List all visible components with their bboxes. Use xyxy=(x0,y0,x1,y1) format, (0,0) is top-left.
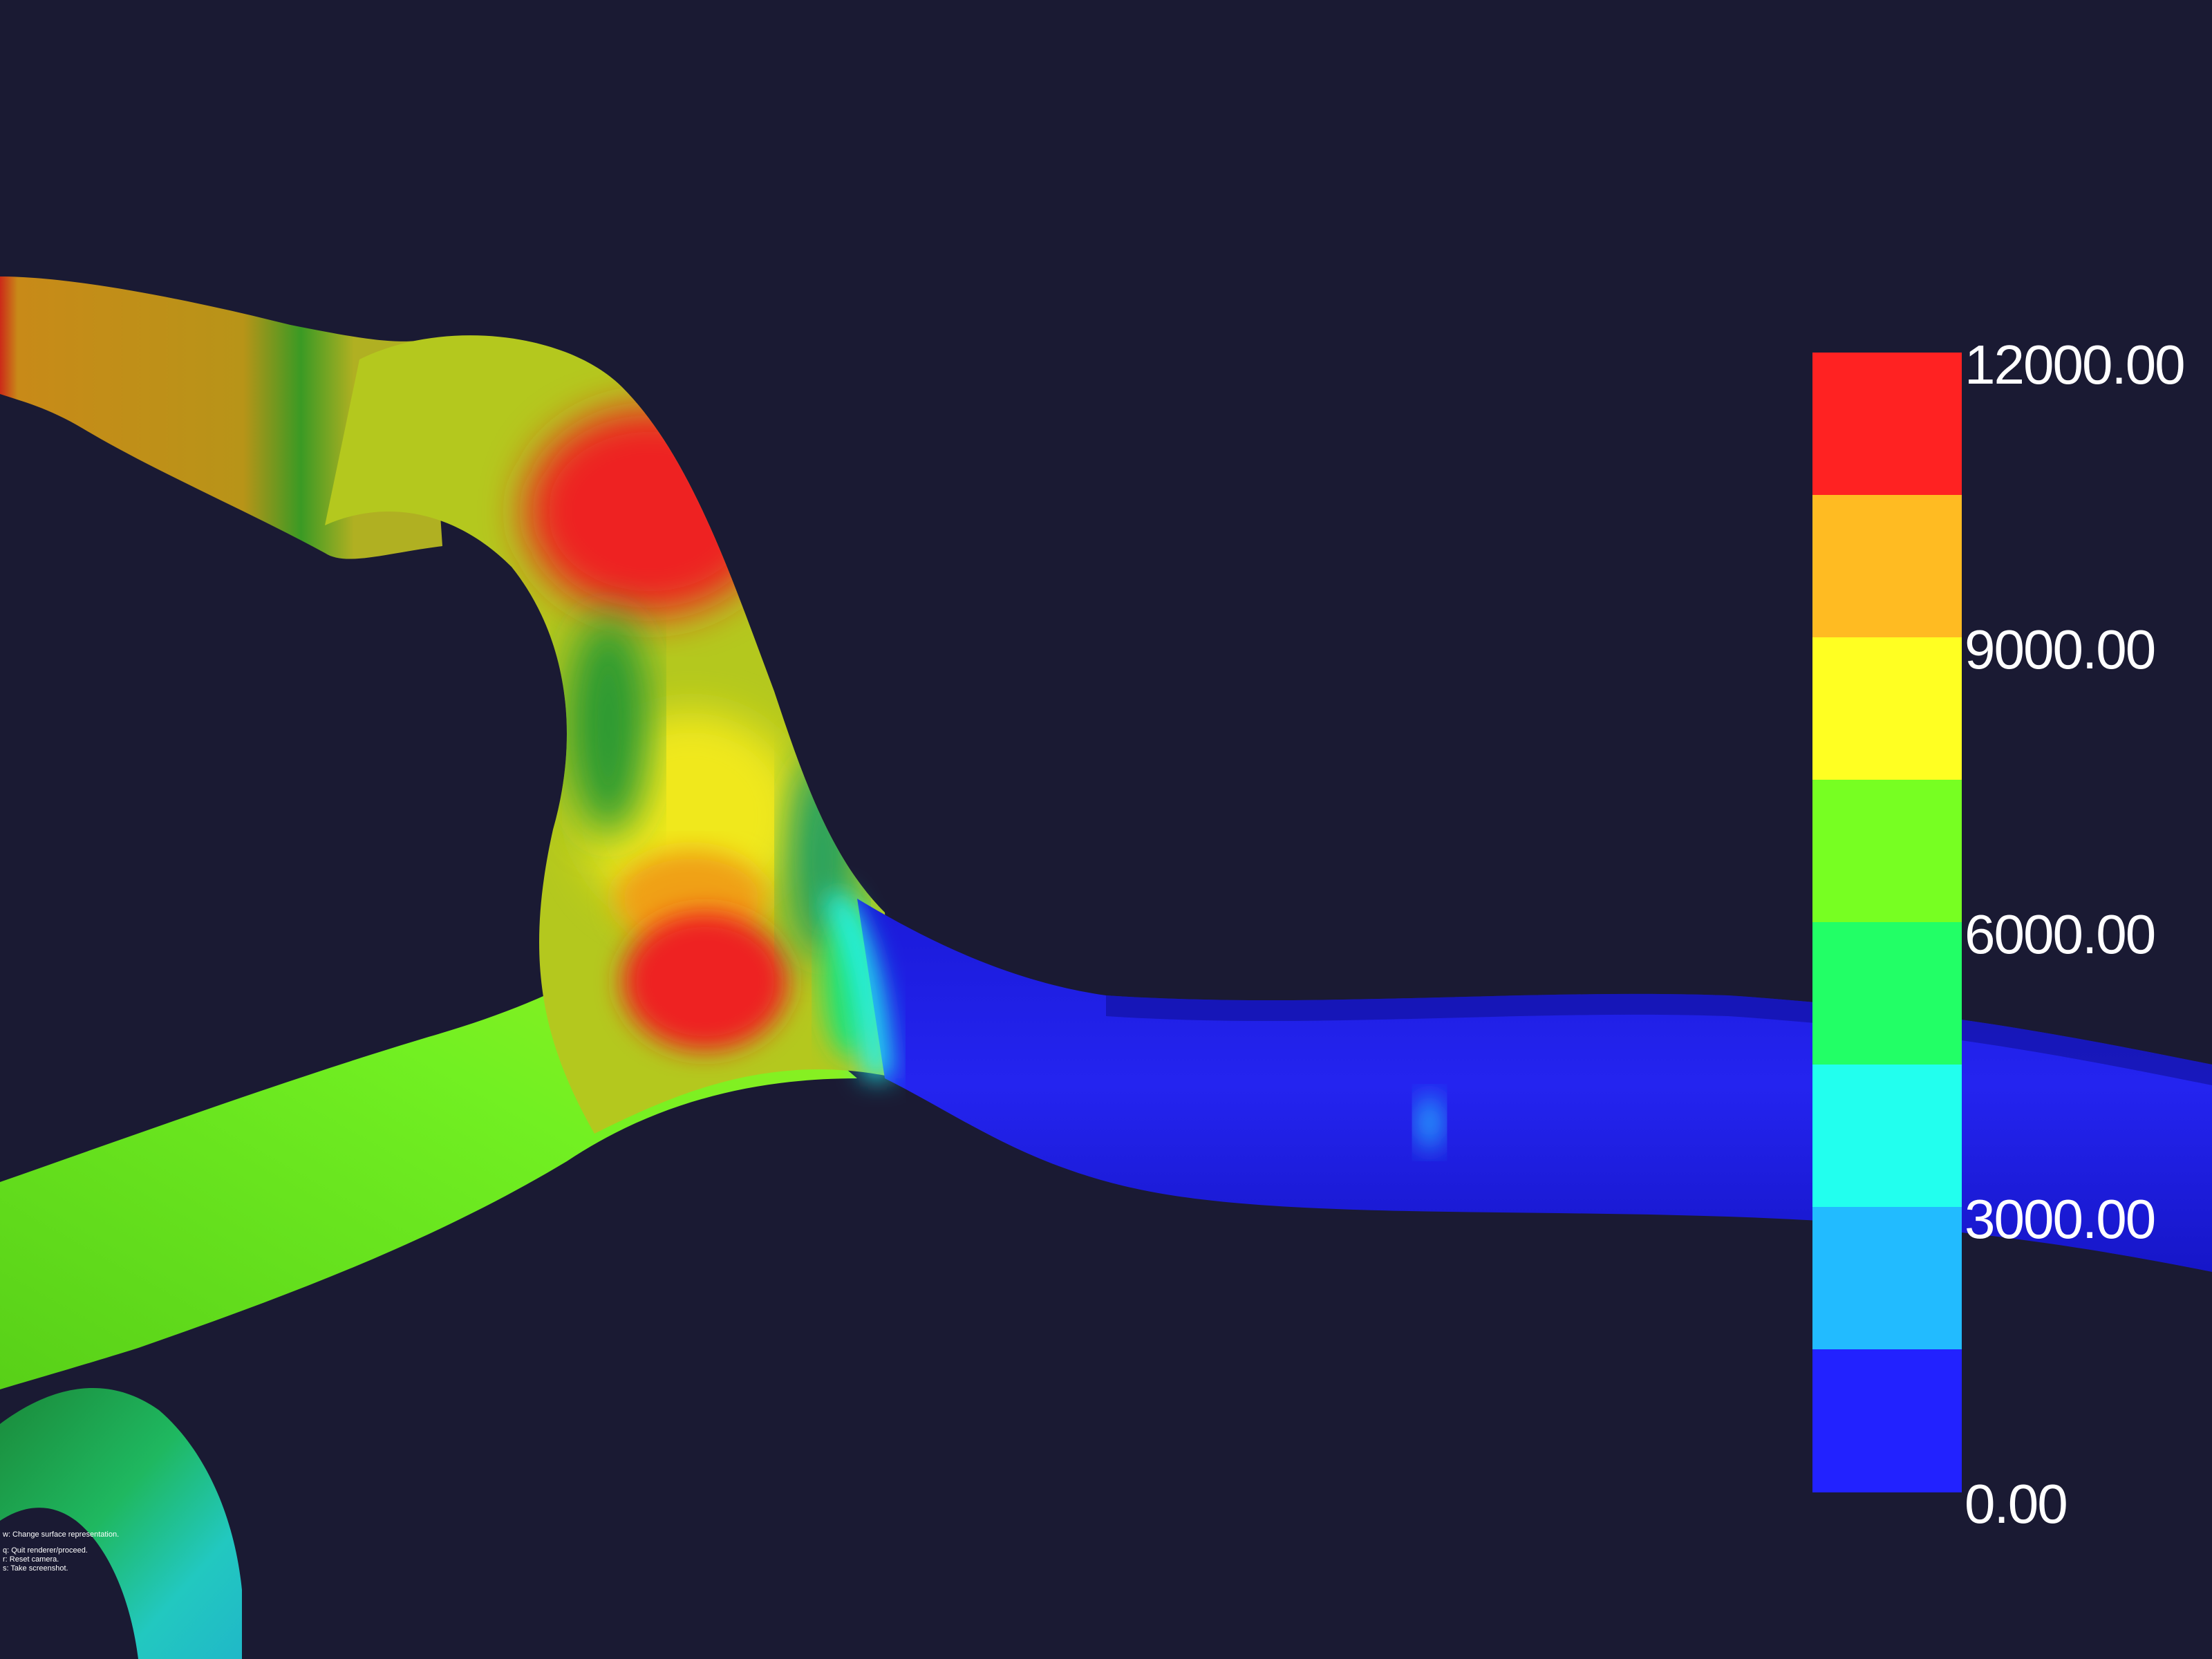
transition-band xyxy=(823,892,892,1078)
keyboard-help-text: w: Change surface representation. q: Qui… xyxy=(3,1530,119,1573)
scalar-bar-segment xyxy=(1812,353,1962,496)
scalar-bar-label-3000: 3000.00 xyxy=(1965,1188,2156,1250)
scalar-bar-segment xyxy=(1812,1065,1962,1208)
scalar-bar-label-9000: 9000.00 xyxy=(1965,619,2156,680)
scalar-bar-segment xyxy=(1812,1349,1962,1492)
help-line-screenshot: s: Take screenshot. xyxy=(3,1564,68,1573)
scalar-bar-label-max: 12000.00 xyxy=(1965,334,2186,395)
scalar-bar-label-min: 0.00 xyxy=(1965,1473,2068,1535)
scalar-bar-segment xyxy=(1812,922,1962,1065)
scalar-bar-segment xyxy=(1812,1207,1962,1350)
scalar-bar-label-6000: 6000.00 xyxy=(1965,903,2156,965)
help-line-quit: q: Quit renderer/proceed. xyxy=(3,1546,88,1555)
cyan-spot xyxy=(1417,1095,1442,1150)
scalar-bar-segment xyxy=(1812,780,1962,923)
help-line-surface: w: Change surface representation. xyxy=(3,1530,120,1539)
scalar-bar-segment xyxy=(1812,495,1962,638)
help-line-reset: r: Reset camera. xyxy=(3,1555,59,1564)
scalar-bar xyxy=(1812,353,1962,1492)
upper-left-branch xyxy=(0,276,442,559)
scalar-bar-segment xyxy=(1812,637,1962,780)
lower-left-branch xyxy=(0,1387,242,1659)
